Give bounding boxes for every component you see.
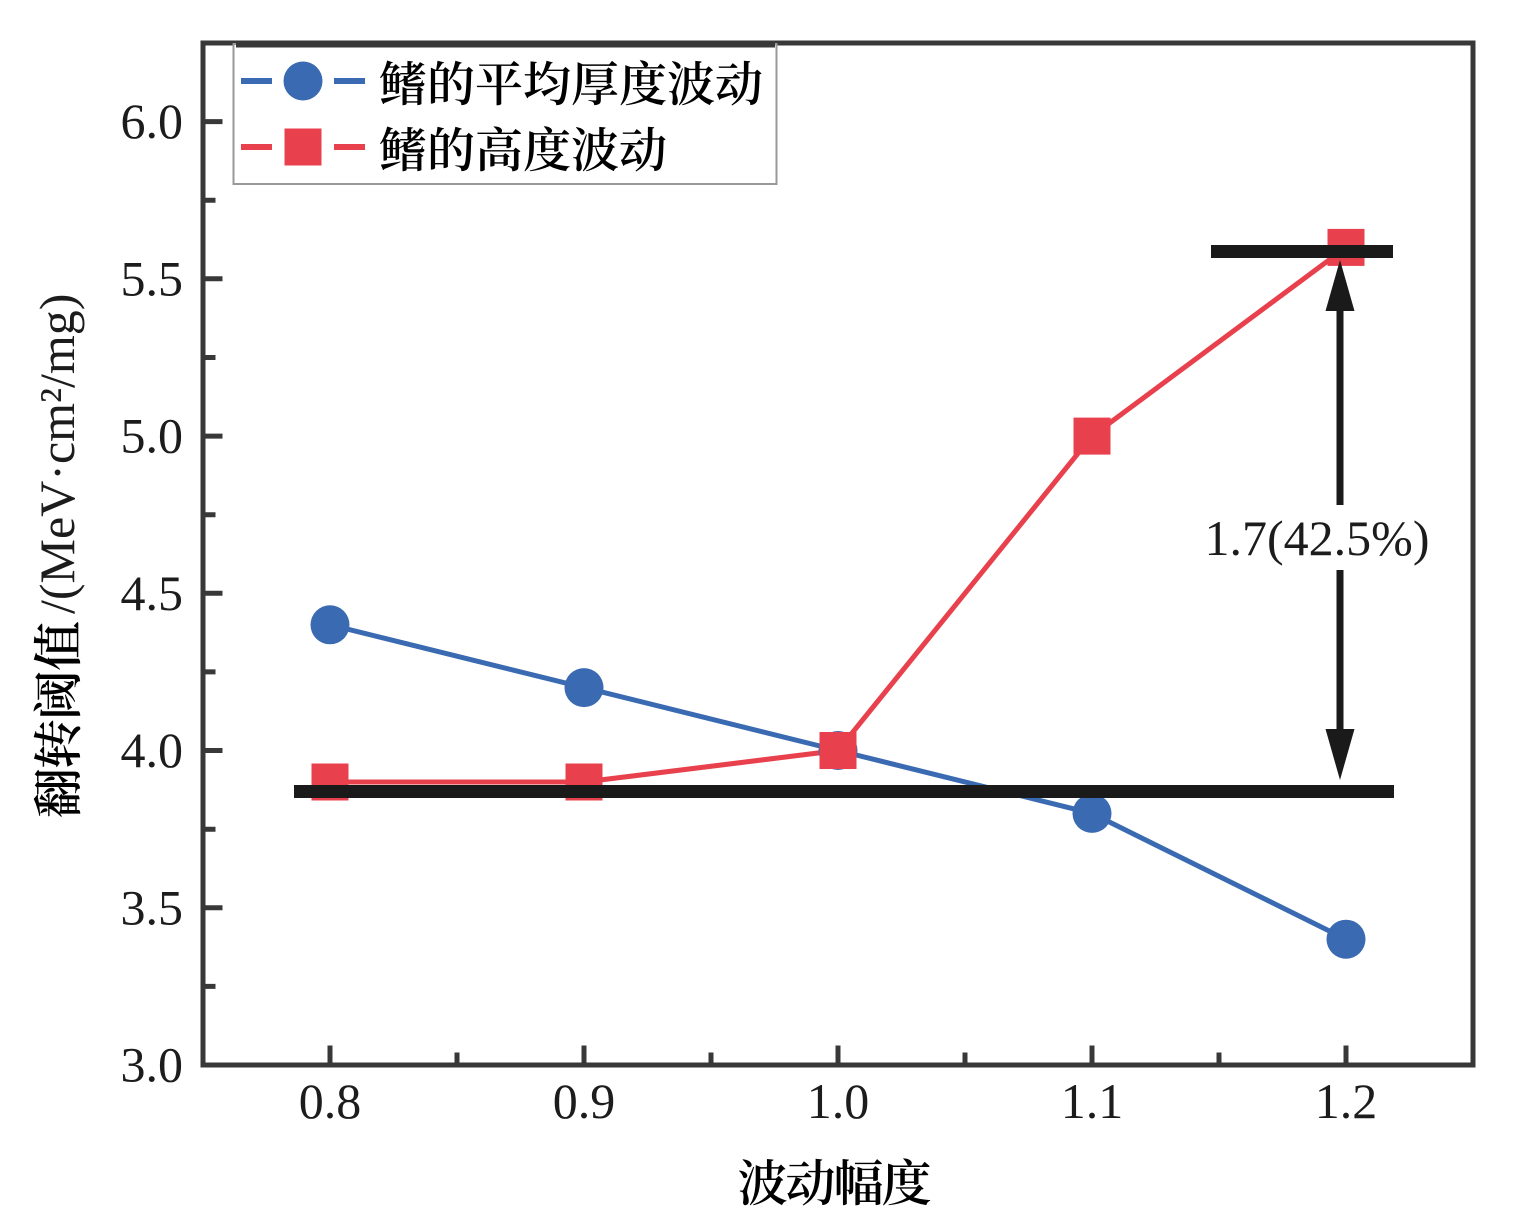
svg-text:/(MeV·cm²/mg): /(MeV·cm²/mg) [29,294,85,614]
svg-text:0.9: 0.9 [553,1073,616,1129]
svg-text:1.7(42.5%): 1.7(42.5%) [1205,510,1430,566]
svg-text:1.2: 1.2 [1315,1073,1378,1129]
svg-text:0.8: 0.8 [299,1073,362,1129]
svg-text:4.5: 4.5 [121,565,184,621]
svg-text:3.0: 3.0 [121,1037,184,1093]
svg-text:6.0: 6.0 [121,93,184,149]
svg-text:3.5: 3.5 [121,879,184,935]
svg-text:4.0: 4.0 [121,722,184,778]
svg-text:5.5: 5.5 [121,250,184,306]
svg-text:1.0: 1.0 [807,1073,870,1129]
svg-text:5.0: 5.0 [121,408,184,464]
svg-text:1.1: 1.1 [1061,1073,1124,1129]
